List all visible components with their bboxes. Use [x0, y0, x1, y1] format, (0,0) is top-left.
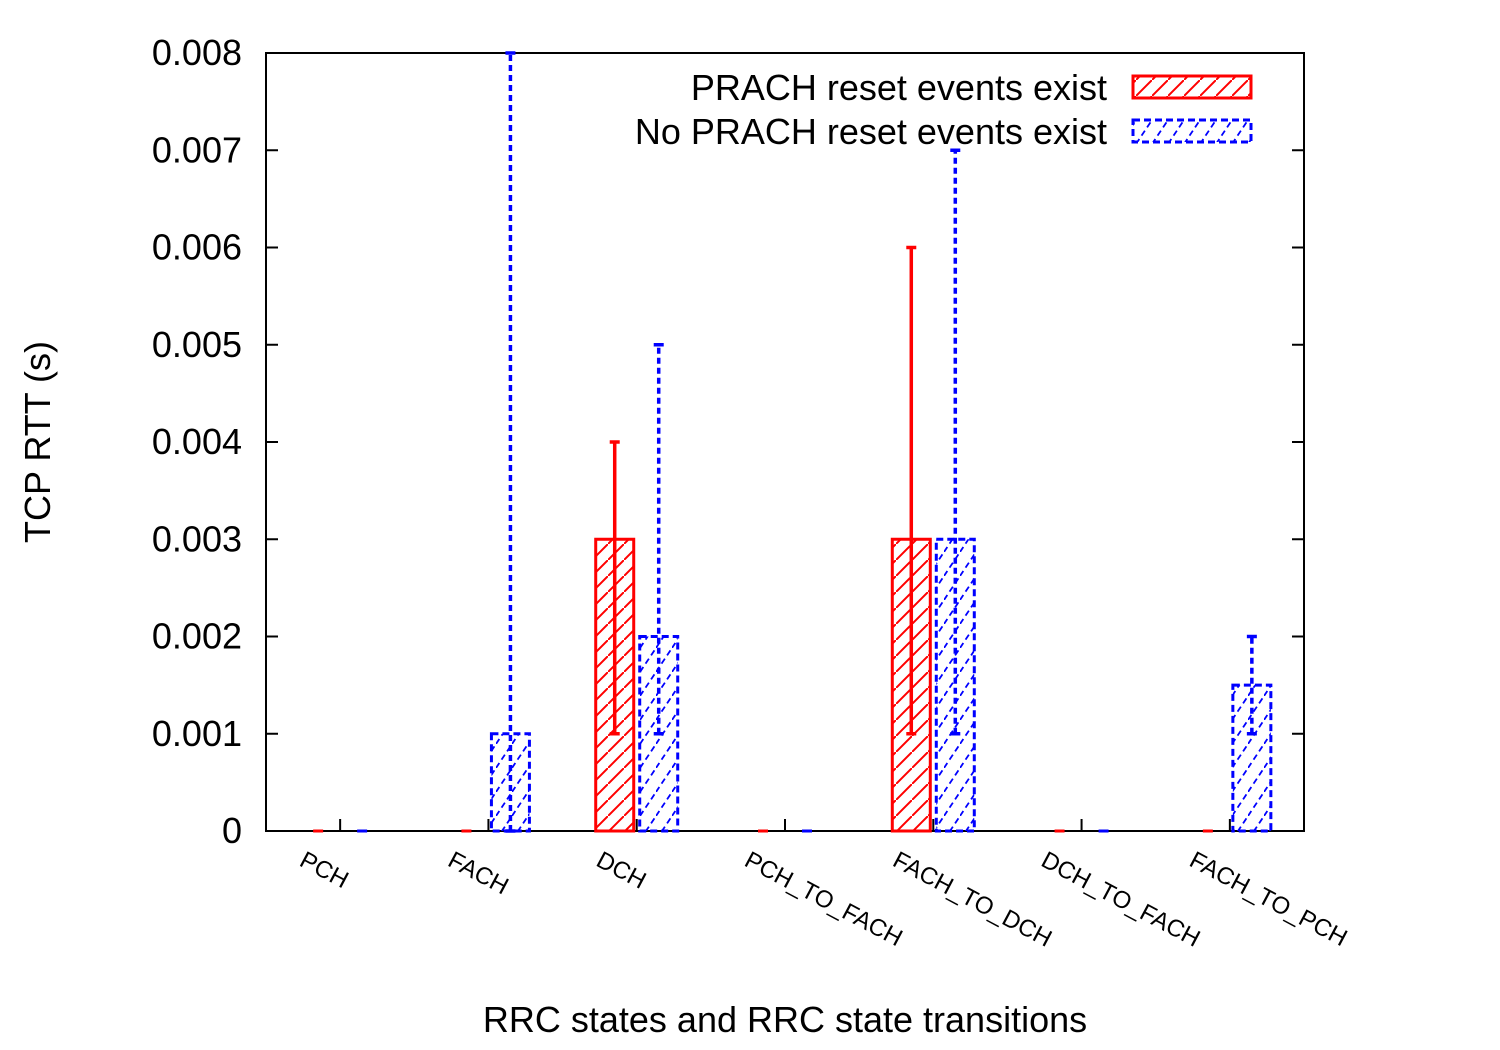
x-axis: PCH FACH DCH PCH_TO_FACHFACH_TO_DCHDCH_TO_F…	[295, 819, 1352, 953]
y-tick-label: 0.005	[152, 324, 242, 365]
y-tick-label: 0.004	[152, 421, 242, 462]
y-tick-label: 0	[222, 810, 242, 851]
x-tick-label: PCH_TO_FACH	[740, 846, 907, 952]
x-tick-label: FACH_TO_PCH	[1185, 846, 1352, 952]
legend-label-prach-reset: PRACH reset events exist	[691, 67, 1107, 108]
x-tick-label: FACH	[444, 846, 513, 900]
error-bars	[505, 51, 1257, 833]
y-tick-label: 0.002	[152, 616, 242, 657]
y-tick-label: 0.006	[152, 227, 242, 268]
x-tick-label: DCH	[592, 846, 651, 894]
x-axis-title: RRC states and RRC state transitions	[483, 999, 1087, 1040]
x-tick-label: DCH_TO_FACH	[1037, 846, 1205, 952]
legend-label-no-prach-reset: No PRACH reset events exist	[635, 111, 1107, 152]
y-tick-label: 0.007	[152, 129, 242, 170]
x-tick-label: FACH_TO_DCH	[888, 846, 1056, 952]
legend-swatch-prach-reset	[1131, 74, 1253, 100]
y-tick-label: 0.003	[152, 518, 242, 559]
y-axis-title: TCP RTT (s)	[17, 341, 58, 543]
y-axis: 0 0.001 0.002 0.003 0.004 0.005 0.006 0.007 0.00…	[152, 32, 1304, 851]
bar-no-prach-reset	[1231, 683, 1273, 833]
y-tick-label: 0.008	[152, 32, 242, 73]
plot-frame	[265, 52, 1305, 832]
x-tick-label: PCH	[295, 846, 352, 894]
bar-series	[313, 537, 1273, 833]
legend: PRACH reset events exist No PRACH reset …	[635, 67, 1253, 152]
y-tick-label: 0.001	[152, 713, 242, 754]
legend-swatch-no-prach-reset	[1131, 118, 1253, 144]
